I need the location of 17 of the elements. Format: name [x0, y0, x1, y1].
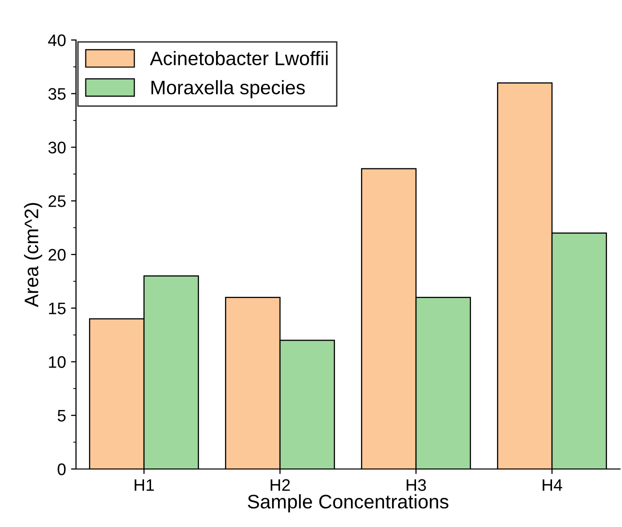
x-tick-label: H2: [270, 479, 290, 491]
legend-label: Moraxella species: [151, 80, 305, 98]
x-tick-label: H4: [542, 479, 562, 491]
y-tick-label: 0: [58, 463, 66, 476]
y-tick-label: 25: [48, 195, 66, 208]
y-tick-label: 35: [48, 88, 66, 100]
y-tick-label: 15: [49, 302, 66, 314]
x-axis-title: Sample Concentrations: [248, 494, 448, 512]
x-tick-label: H1: [134, 479, 154, 491]
y-tick-label: 5: [58, 410, 66, 422]
y-axis-title: Area (cm^2): [24, 203, 42, 308]
y-tick-label: 30: [48, 142, 66, 154]
x-tick-label: H3: [406, 479, 426, 491]
legend-label: Acinetobacter Lwoffii: [150, 50, 328, 66]
y-tick-label: 20: [48, 248, 66, 261]
y-tick-label: 40: [48, 34, 66, 46]
y-tick-label: 10: [49, 356, 66, 368]
